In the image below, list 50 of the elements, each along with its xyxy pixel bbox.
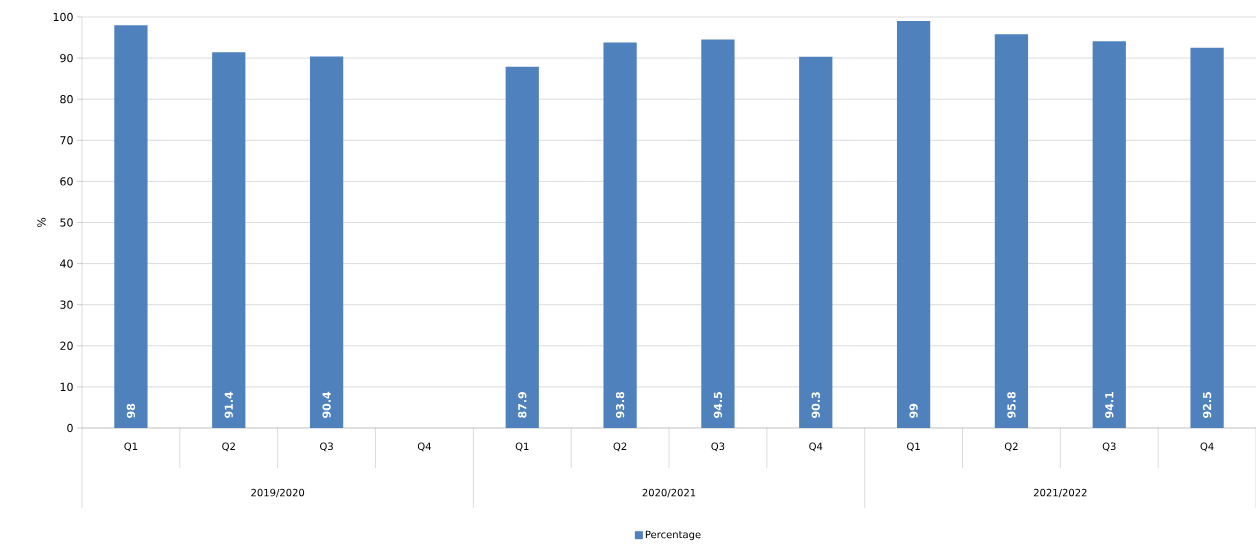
text: 2019/2020 [251,488,305,498]
y-tick-label: 10 [60,382,73,392]
y-tick-label: 80 [60,95,73,104]
data-label: 95.8 [1007,392,1016,418]
x-tick-label: Q2 [613,442,627,452]
x-tick-label: Q3 [711,442,725,452]
x-tick-label: Q4 [809,442,823,452]
data-label: 94.1 [1105,392,1114,418]
bar [603,42,637,428]
x-tick-label: Q1 [515,442,529,452]
data-label: 93.8 [615,392,625,418]
y-tick-label: 100 [53,12,73,22]
y-tick-label: 40 [60,259,73,268]
x-tick-label: Q4 [417,442,431,452]
x-tick-label: Q4 [1200,442,1214,452]
y-tick-label: 90 [60,53,73,63]
bar [309,56,344,428]
data-label: 90.3 [811,392,820,418]
data-label: 98 [126,403,136,418]
data-label: 90.4 [322,391,331,418]
data-label: 91.4 [224,391,233,418]
x-tick-label: Q3 [1102,442,1116,452]
bar [1092,41,1126,428]
y-tick-label: 0 [67,423,73,433]
text: 2020/2021 [642,488,696,498]
x-tick-label: Q2 [1004,442,1018,452]
legend-label: Percentage [645,530,701,541]
bar [114,25,148,428]
bar [212,52,246,428]
y-tick-label: 50 [60,218,73,227]
y-axis-title: % [37,217,46,228]
bar [799,56,833,428]
x-tick-label: Q3 [320,442,333,452]
bar [505,66,539,428]
data-label: 92.5 [1202,392,1212,418]
y-tick-label: 60 [60,177,73,186]
data-label: 99 [909,403,918,418]
data-label: 94.5 [713,392,723,418]
bar [1190,47,1224,428]
x-tick-label: Q1 [124,442,138,452]
y-tick-label: 30 [60,300,73,309]
x-tick-label: Q2 [222,442,235,452]
data-label: 87.9 [518,392,527,418]
bar [701,39,735,428]
bar [896,21,931,428]
y-tick-label: 20 [60,341,73,350]
x-tick-label: Q1 [907,442,920,452]
y-tick-label: 70 [60,136,73,145]
bar [994,34,1029,428]
text: 2021/2022 [1033,488,1087,498]
